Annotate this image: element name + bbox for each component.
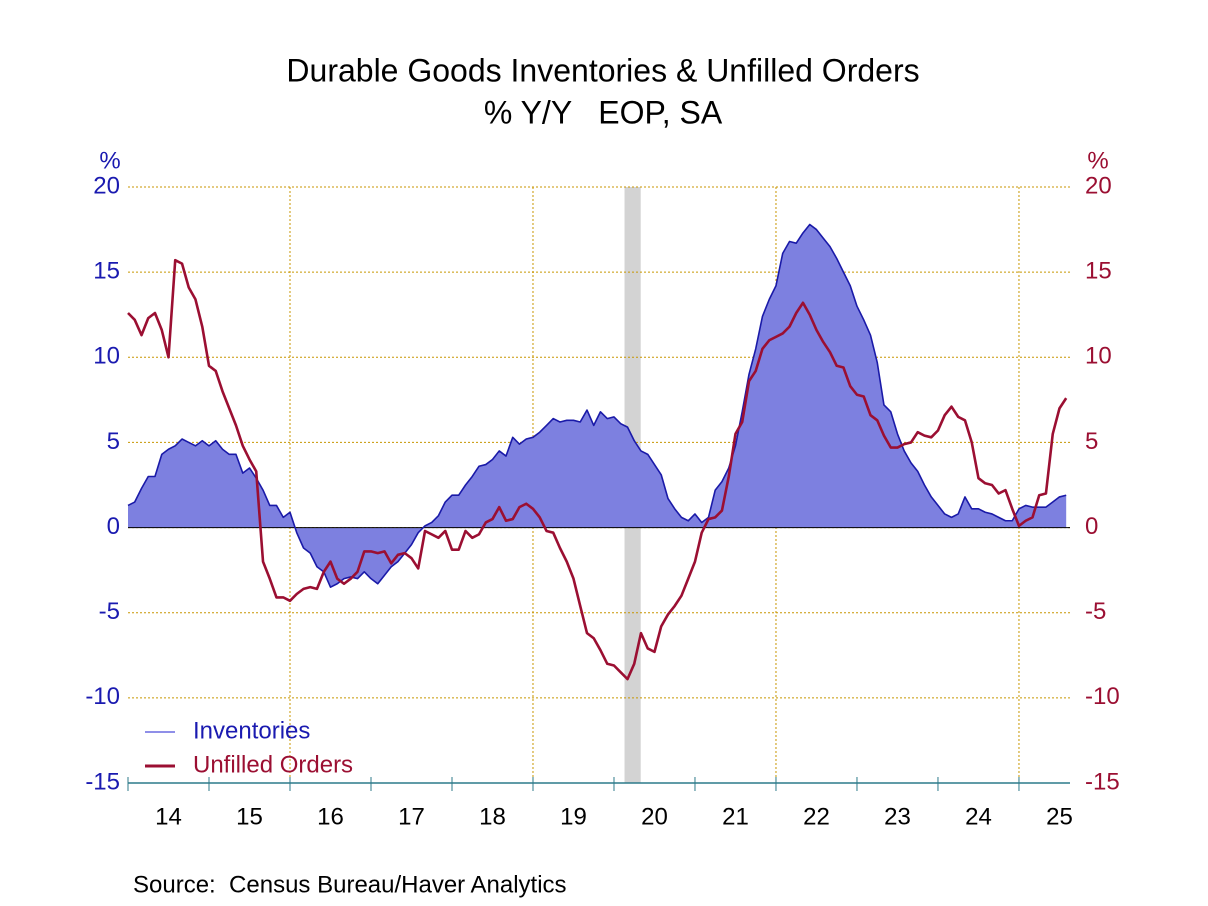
y2-tick-label: 0 bbox=[1085, 513, 1098, 540]
y2-tick-label: 15 bbox=[1085, 257, 1112, 284]
series-line bbox=[127, 258, 1068, 681]
y-tick-label: 5 bbox=[107, 428, 120, 455]
y-axis-unit: % bbox=[99, 147, 120, 174]
y-tick-label: -15 bbox=[85, 768, 120, 795]
x-tick-label: 20 bbox=[641, 803, 668, 830]
y2-tick-label: 5 bbox=[1085, 428, 1098, 455]
x-tick-label: 18 bbox=[479, 803, 506, 830]
x-tick-label: 25 bbox=[1046, 803, 1073, 830]
y-tick-label: 10 bbox=[93, 343, 120, 370]
y2-tick-label: -5 bbox=[1085, 598, 1106, 625]
y-tick-label: 20 bbox=[93, 172, 120, 199]
x-tick-label: 21 bbox=[722, 803, 749, 830]
x-tick-label: 17 bbox=[398, 803, 425, 830]
legend-label: Inventories bbox=[193, 717, 310, 744]
series-line bbox=[127, 223, 1067, 588]
x-tick-label: 19 bbox=[560, 803, 587, 830]
y-tick-label: 0 bbox=[107, 513, 120, 540]
chart-subtitle: % Y/Y EOP, SA bbox=[484, 94, 723, 130]
x-tick-label: 15 bbox=[236, 803, 263, 830]
x-tick-label: 22 bbox=[803, 803, 830, 830]
y2-tick-label: 20 bbox=[1085, 172, 1112, 199]
y-tick-label: -5 bbox=[99, 598, 120, 625]
x-tick-label: 23 bbox=[884, 803, 911, 830]
legend-label: Unfilled Orders bbox=[193, 751, 353, 778]
x-tick-label: 14 bbox=[155, 803, 182, 830]
x-tick-label: 16 bbox=[317, 803, 344, 830]
y2-tick-label: -10 bbox=[1085, 683, 1120, 710]
y2-tick-label: -15 bbox=[1085, 768, 1120, 795]
area bbox=[128, 224, 1067, 588]
x-tick-label: 24 bbox=[965, 803, 992, 830]
y2-tick-label: 10 bbox=[1085, 343, 1112, 370]
y-tick-label: 15 bbox=[93, 257, 120, 284]
y-tick-label: -10 bbox=[85, 683, 120, 710]
chart-title: Durable Goods Inventories & Unfilled Ord… bbox=[286, 52, 919, 88]
source-note: Source: Census Bureau/Haver Analytics bbox=[133, 871, 567, 898]
y2-axis-unit: % bbox=[1087, 147, 1108, 174]
